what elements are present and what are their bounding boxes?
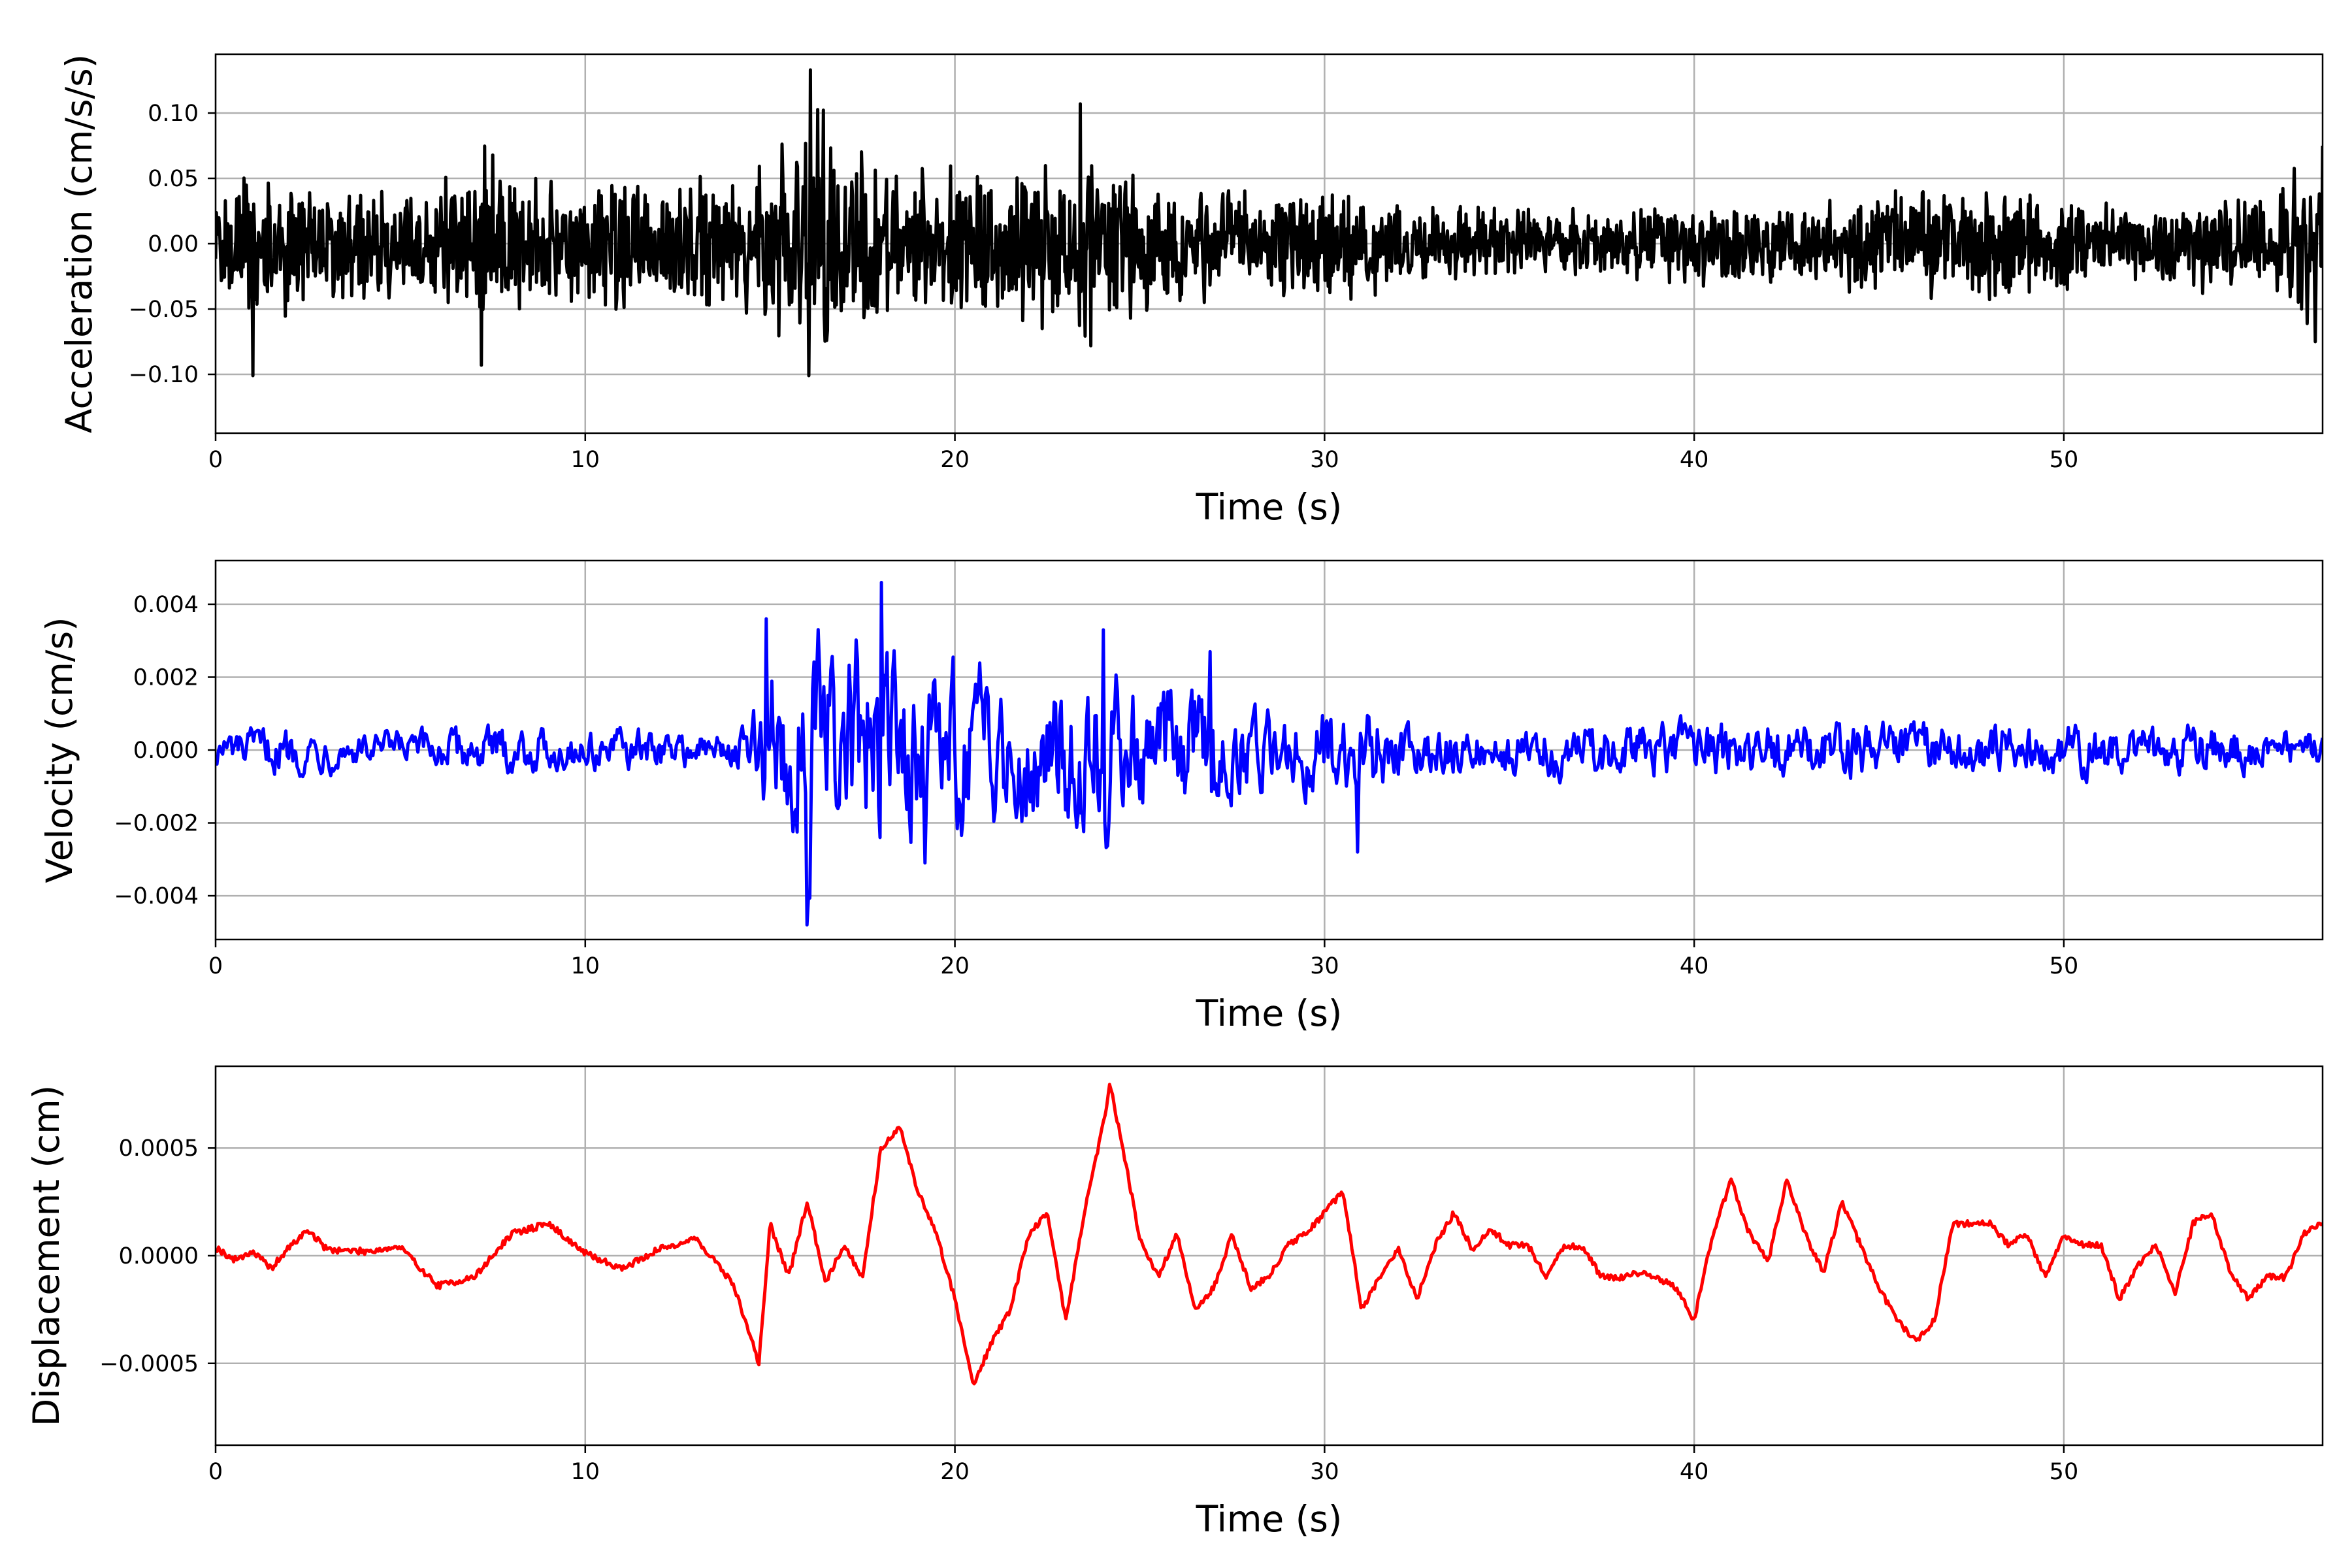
x-tick-label: 50	[2050, 447, 2079, 473]
x-tick-label: 10	[571, 1459, 600, 1485]
y-tick-label: 0.0000	[119, 1243, 199, 1269]
subplot-2: 0 10 20 30 40 50 0.004 0.002 0.000 −0.002 −0.004 Ti…	[39, 559, 2324, 1034]
series-line	[216, 581, 2323, 927]
x-tick-label: 30	[1310, 447, 1339, 473]
x-tick-label: 10	[571, 447, 600, 473]
x-axis-label: Time (s)	[1196, 486, 1343, 528]
subplots: 0 10 20 30 40 50 0.10 0.05 0.00 −0.05 −0.10 Time (s…	[25, 53, 2324, 1540]
y-tick-label: 0.002	[133, 664, 199, 691]
y-axis-label: Acceleration (cm/s/s)	[58, 54, 100, 433]
x-tick-label: 20	[940, 953, 970, 979]
y-axis-label: Velocity (cm/s)	[39, 617, 80, 883]
x-tick-label: 10	[571, 953, 600, 979]
series-line	[216, 1083, 2323, 1386]
y-tick-label: −0.10	[129, 362, 199, 388]
x-axis-label: Time (s)	[1196, 992, 1343, 1034]
y-tick-label: −0.004	[114, 883, 199, 909]
y-tick-label: 0.10	[148, 101, 199, 127]
x-tick-label: 40	[1680, 447, 1709, 473]
y-tick-label: 0.004	[133, 592, 199, 618]
series-line	[216, 68, 2323, 378]
x-tick-label: 50	[2050, 953, 2079, 979]
x-tick-label: 30	[1310, 953, 1339, 979]
y-axis-label: Displacement (cm)	[25, 1085, 67, 1426]
y-tick-label: 0.000	[133, 738, 199, 764]
x-tick-label: 40	[1680, 953, 1709, 979]
y-tick-label: 0.05	[148, 166, 199, 192]
subplot-3: 0 10 20 30 40 50 0.0005 0.0000 −0.0005 Time (s) Di…	[25, 1065, 2324, 1540]
y-tick-label: 0.00	[148, 231, 199, 257]
x-tick-label: 20	[940, 447, 970, 473]
y-tick-label: −0.002	[114, 811, 199, 837]
x-axis-label: Time (s)	[1196, 1498, 1343, 1540]
y-tick-label: −0.0005	[99, 1351, 199, 1377]
x-tick-label: 0	[208, 447, 223, 473]
x-tick-label: 20	[940, 1459, 970, 1485]
x-tick-label: 0	[208, 953, 223, 979]
x-tick-label: 50	[2050, 1459, 2079, 1485]
y-tick-label: −0.05	[129, 297, 199, 323]
x-tick-label: 0	[208, 1459, 223, 1485]
x-tick-label: 30	[1310, 1459, 1339, 1485]
y-tick-label: 0.0005	[119, 1135, 199, 1162]
subplot-1: 0 10 20 30 40 50 0.10 0.05 0.00 −0.05 −0.10 Time (s…	[58, 53, 2324, 528]
x-tick-label: 40	[1680, 1459, 1709, 1485]
